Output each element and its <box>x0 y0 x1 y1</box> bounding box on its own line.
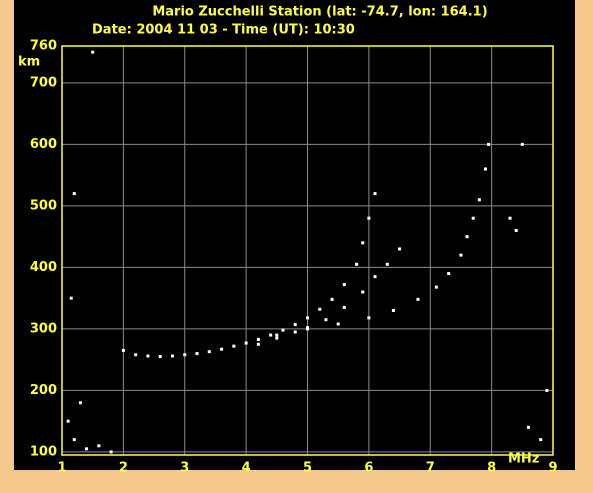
point <box>97 444 101 448</box>
point <box>447 272 451 276</box>
point <box>232 344 236 348</box>
point <box>256 342 260 346</box>
chart-title: Mario Zucchelli Station (lat: -74.7, lon… <box>152 5 487 20</box>
x-tick-label: 5 <box>303 461 312 476</box>
x-tick-label: 3 <box>180 461 189 476</box>
point <box>342 305 346 309</box>
point <box>487 142 491 146</box>
point <box>281 328 285 332</box>
x-tick-label: 2 <box>119 461 128 476</box>
y-tick-label: 600 <box>30 137 57 152</box>
point <box>293 330 297 334</box>
point <box>66 419 70 423</box>
point <box>146 354 150 358</box>
point <box>373 275 377 279</box>
point <box>134 353 138 357</box>
point <box>91 50 95 54</box>
chart-subtitle: Date: 2004 11 03 - Time (UT): 10:30 <box>92 23 355 38</box>
point <box>207 350 211 354</box>
point <box>545 388 549 392</box>
plot-frame <box>61 45 554 456</box>
point <box>158 355 162 359</box>
point <box>293 323 297 327</box>
point <box>72 192 76 196</box>
point <box>508 216 512 220</box>
point <box>477 198 481 202</box>
y-tick-label: 760 <box>30 39 57 54</box>
y-axis-label: km <box>18 55 40 70</box>
point <box>361 241 365 245</box>
point <box>195 352 199 356</box>
point <box>416 297 420 301</box>
point <box>183 353 187 357</box>
point <box>318 307 322 311</box>
point <box>465 235 469 239</box>
point <box>72 438 76 442</box>
y-tick-label: 500 <box>30 198 57 213</box>
point <box>85 447 89 451</box>
x-tick-label: 9 <box>548 461 557 476</box>
point <box>220 347 224 351</box>
point <box>306 327 309 331</box>
point <box>275 336 279 340</box>
point <box>385 262 389 266</box>
x-axis-label: MHz <box>508 452 539 467</box>
x-tick-label: 8 <box>487 461 496 476</box>
panel <box>14 0 575 470</box>
point <box>306 316 309 320</box>
point <box>526 425 530 429</box>
x-tick-label: 7 <box>426 461 435 476</box>
point <box>367 316 371 320</box>
y-tick-label: 300 <box>30 321 57 336</box>
point <box>69 296 73 300</box>
x-tick-label: 6 <box>364 461 373 476</box>
point <box>170 354 174 358</box>
point <box>355 262 359 266</box>
point <box>244 341 248 345</box>
point <box>367 216 371 220</box>
y-tick-label: 100 <box>30 444 57 459</box>
point <box>336 322 340 326</box>
point <box>483 167 487 171</box>
point <box>373 192 377 196</box>
point <box>398 247 402 251</box>
point <box>324 318 328 322</box>
point <box>434 285 438 289</box>
point <box>391 308 395 312</box>
point <box>520 142 524 146</box>
point <box>539 438 543 442</box>
point <box>109 450 113 454</box>
point <box>361 290 365 294</box>
y-tick-label: 200 <box>30 383 57 398</box>
y-tick-label: 700 <box>30 75 57 90</box>
point <box>78 401 82 405</box>
y-tick-label: 400 <box>30 260 57 275</box>
point <box>121 348 125 352</box>
point <box>342 283 346 287</box>
point <box>514 229 518 233</box>
x-tick-label: 1 <box>57 461 66 476</box>
x-tick-label: 4 <box>242 461 251 476</box>
point <box>330 297 334 301</box>
point <box>256 337 260 341</box>
point <box>459 253 463 257</box>
point <box>269 333 273 337</box>
point <box>275 333 279 337</box>
point <box>471 216 475 220</box>
